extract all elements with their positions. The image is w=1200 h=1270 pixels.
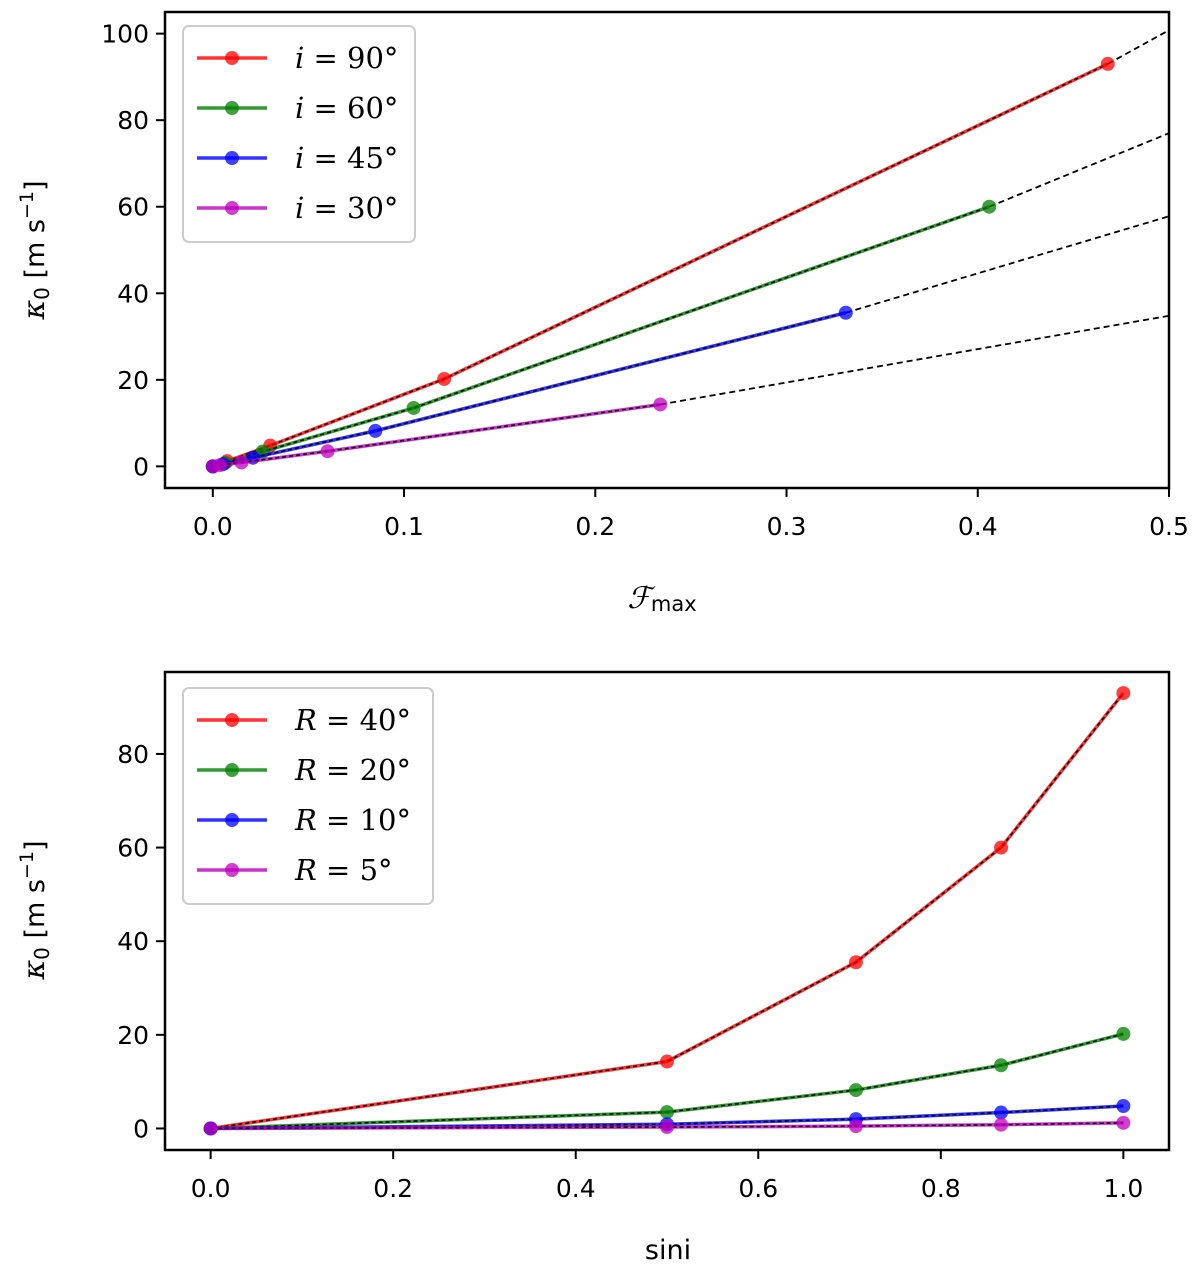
top-data-point-i-45 (368, 423, 383, 438)
bottom-data-point-r-40 (848, 955, 863, 970)
top-y-tick-label: 40 (117, 279, 149, 308)
top-y-tick-label: 80 (117, 106, 149, 135)
top-data-point-i-60 (406, 400, 421, 415)
top-extrapolation-line (1107, 29, 1169, 65)
bottom-data-point-r-5 (203, 1121, 218, 1136)
bottom-y-tick-label: 80 (117, 740, 149, 769)
bottom-data-point-r-5 (660, 1120, 674, 1135)
top-x-tick-label: 0.2 (575, 512, 615, 541)
top-series-layer (205, 29, 1169, 474)
bottom-data-point-r-10 (994, 1105, 1009, 1120)
bottom-x-tick-label: 0.6 (738, 1174, 778, 1203)
bottom-plot-frame (163, 670, 1171, 1152)
top-extrapolation-line (660, 314, 1169, 406)
top-legend-entries: i = 90° i = 60° i = 45° i = 30° (197, 41, 398, 225)
bottom-data-point-r-20 (660, 1105, 674, 1120)
top-extrapolation-line (988, 132, 1169, 208)
bottom-data-point-r-40 (660, 1054, 674, 1069)
bottom-data-point-r-40 (1116, 686, 1131, 701)
top-x-tick-label: 0.4 (958, 512, 998, 541)
top-y-tick-label: 20 (117, 366, 149, 395)
bottom-data-point-r-20 (994, 1058, 1009, 1073)
bottom-x-tick-label: 0.4 (556, 1174, 596, 1203)
bottom-y-tick-label: 40 (117, 927, 149, 956)
bottom-y-axis-label: κ0 [m s−1] (16, 840, 54, 980)
top-x-tick-label: 0.3 (767, 512, 807, 541)
top-data-point-i-90 (1100, 56, 1115, 71)
top-y-axis-label: κ0 [m s−1] (16, 180, 54, 320)
top-legend-marker-i-45 (225, 151, 239, 165)
bottom-legend-label-r-20: R = 20° (294, 753, 411, 787)
chart-bottom: 0.0 0.2 0.4 0.6 0.8 1.0 0 20 40 60 80 sini κ0 [m s… (16, 670, 1171, 1266)
top-series-line-i-60 (212, 205, 990, 469)
bottom-y-tick-label: 0 (133, 1114, 149, 1143)
bottom-ticks-layer: 0.0 0.2 0.4 0.6 0.8 1.0 0 20 40 60 80 (117, 740, 1143, 1203)
top-legend: i = 90° i = 60° i = 45° i = 30° (182, 25, 416, 243)
bottom-y-tick-label: 60 (117, 834, 149, 863)
top-data-point-i-30 (653, 397, 668, 412)
bottom-x-tick-label: 1.0 (1103, 1174, 1143, 1203)
top-y-tick-label: 0 (133, 452, 149, 481)
top-plot-frame (163, 10, 1171, 490)
bottom-x-tick-label: 0.2 (373, 1174, 413, 1203)
bottom-legend-label-r-40: R = 40° (294, 703, 411, 737)
bottom-data-point-r-20 (1116, 1026, 1131, 1041)
bottom-y-tick-label: 20 (117, 1021, 149, 1050)
top-data-point-i-30 (320, 444, 335, 459)
top-data-point-i-60 (982, 199, 997, 214)
bottom-legend-label-r-5: R = 5° (294, 853, 393, 887)
chart-top: 0.0 0.1 0.2 0.3 0.4 0.5 0 20 40 60 80 100 ℱmax κ0 [… (16, 10, 1189, 616)
top-legend-marker-i-60 (225, 101, 239, 115)
top-ticks-layer: 0.0 0.1 0.2 0.3 0.4 0.5 0 20 40 60 80 100 (101, 20, 1189, 541)
bottom-data-point-r-5 (994, 1117, 1009, 1132)
top-x-tick-label: 0.5 (1149, 512, 1189, 541)
bottom-legend-marker-r-10 (225, 813, 239, 827)
bottom-series-layer (203, 686, 1131, 1136)
bottom-x-tick-label: 0.0 (191, 1174, 231, 1203)
bottom-legend: R = 40° R = 20° R = 10° R = 5° (182, 687, 434, 905)
top-data-point-i-30 (234, 455, 249, 470)
top-legend-label-i-60: i = 60° (295, 91, 398, 125)
bottom-data-point-r-10 (1116, 1098, 1131, 1113)
bottom-x-axis-label: sini (645, 1235, 691, 1266)
top-data-point-i-90 (437, 371, 452, 386)
bottom-legend-entries: R = 40° R = 20° R = 10° R = 5° (197, 703, 411, 887)
bottom-data-point-r-20 (848, 1083, 863, 1098)
bottom-legend-marker-r-5 (225, 863, 239, 877)
top-x-tick-label: 0.0 (193, 512, 233, 541)
bottom-data-point-r-5 (1116, 1115, 1131, 1130)
top-extrapolation-line (845, 215, 1169, 314)
bottom-legend-marker-r-20 (225, 763, 239, 777)
bottom-data-point-r-5 (848, 1119, 863, 1134)
top-legend-label-i-90: i = 90° (295, 41, 398, 75)
top-x-axis-label: ℱmax (627, 581, 696, 616)
top-legend-label-i-30: i = 30° (295, 191, 398, 225)
top-legend-marker-i-30 (225, 201, 239, 215)
top-legend-box (182, 25, 416, 243)
bottom-data-point-r-40 (994, 840, 1009, 855)
top-data-point-i-30 (212, 458, 227, 473)
bottom-legend-label-r-10: R = 10° (294, 803, 411, 837)
bottom-legend-marker-r-40 (225, 713, 239, 727)
top-legend-label-i-45: i = 45° (295, 141, 398, 175)
top-data-point-i-45 (838, 305, 853, 320)
top-legend-marker-i-90 (225, 51, 239, 65)
bottom-legend-box (182, 687, 434, 905)
top-x-tick-label: 0.1 (384, 512, 424, 541)
top-y-tick-label: 60 (117, 193, 149, 222)
bottom-x-tick-label: 0.8 (921, 1174, 961, 1203)
top-y-tick-label: 100 (101, 20, 149, 49)
